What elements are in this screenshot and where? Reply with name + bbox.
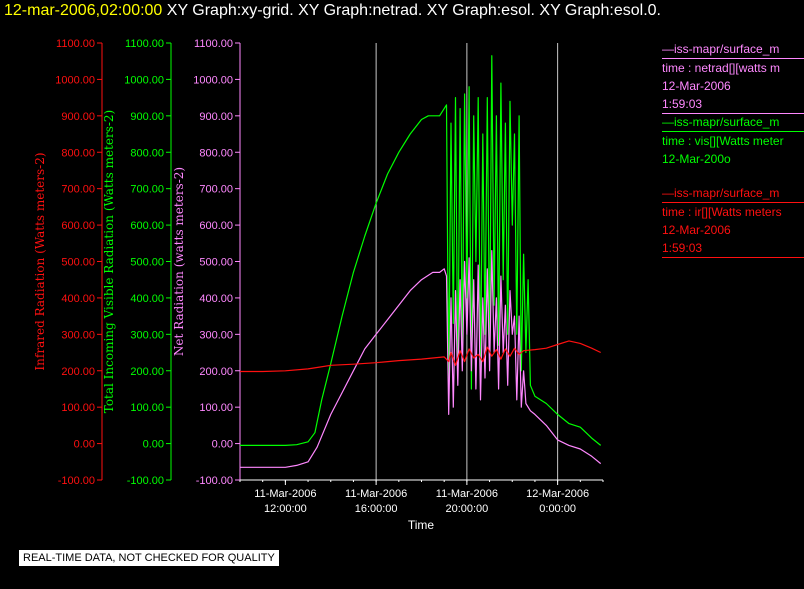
x-tick-time-label: 0:00:00 [539,503,576,515]
vis-y-tick-label: 1100.00 [125,38,164,50]
net-y-tick-label: 900.00 [199,111,233,123]
vis-y-tick-label: 0.00 [143,439,164,451]
ir-y-tick-label: 500.00 [61,257,95,269]
series-vis-line [240,55,602,446]
ir-y-tick-label: 700.00 [61,184,95,196]
ir-y-tick-label: 900.00 [61,111,95,123]
ir-y-tick-label: 400.00 [61,293,95,305]
vis-y-tick-label: 300.00 [130,329,164,341]
ir-y-tick-label: 200.00 [61,366,95,378]
legend-net-radiation: —iss-mapr/surface_m time : netrad[][watt… [662,40,804,114]
net-y-tick-label: 300.00 [199,329,233,341]
legend-vis-line1: —iss-mapr/surface_m [662,113,804,132]
x-tick-date-label: 11-Mar-2006 [345,488,407,500]
vis-y-tick-label: 400.00 [130,293,164,305]
net-y-tick-label: 600.00 [199,220,233,232]
legend-vis-line3: 12-Mar-200o [662,152,731,166]
net-y-tick-label: 1000.00 [193,74,233,86]
ir-y-tick-label: 100.00 [61,402,95,414]
x-tick-time-label: 20:00:00 [445,503,488,515]
ir-y-tick-label: 800.00 [61,147,95,159]
legend-net-line2: time : netrad[][watts m [662,61,781,75]
ir-y-tick-label: -100.00 [58,475,95,487]
vis-y-tick-label: -100.00 [127,475,164,487]
legend-ir-line1: —iss-mapr/surface_m [662,184,804,203]
header-graph-titles: XY Graph:xy-grid. XY Graph:netrad. XY Gr… [166,2,661,19]
vis-y-tick-label: 800.00 [130,147,164,159]
vis-axis-title: Total Incoming Visible Radiation (Watts … [102,110,116,414]
net-y-tick-label: 200.00 [199,366,233,378]
quality-disclaimer: REAL-TIME DATA, NOT CHECKED FOR QUALITY [19,550,279,566]
ir-y-tick-label: 0.00 [74,439,95,451]
ir-y-tick-label: 600.00 [61,220,95,232]
vis-y-tick-label: 900.00 [130,111,164,123]
vis-y-tick-label: 200.00 [130,366,164,378]
vis-y-tick-label: 100.00 [130,402,164,414]
legend-visible-radiation: —iss-mapr/surface_m time : vis[][Watts m… [662,113,804,168]
legend-infrared-radiation: —iss-mapr/surface_m time : ir[][Watts me… [662,184,804,258]
series-ir-line [240,340,601,373]
header: 12-mar-2006,02:00:00 XY Graph:xy-grid. X… [4,2,661,20]
vis-y-tick-label: 700.00 [130,184,164,196]
legend-net-line3: 12-Mar-2006 [662,79,731,93]
net-y-tick-label: 500.00 [199,257,233,269]
legend-ir-line4: 1:59:03 [662,239,804,258]
legend-ir-line2: time : ir[][Watts meters [662,205,782,219]
ir-axis-title: Infrared Radiation (Watts meters-2) [33,152,47,370]
x-tick-date-label: 11-Mar-2006 [436,488,498,500]
legend-vis-line2: time : vis[][Watts meter [662,134,784,148]
vis-y-tick-label: 600.00 [130,220,164,232]
ir-y-tick-label: 300.00 [61,329,95,341]
x-axis-title: Time [408,518,435,532]
legend-net-line4: 1:59:03 [662,95,804,114]
legend-ir-line3: 12-Mar-2006 [662,223,731,237]
x-tick-date-label: 12-Mar-2006 [526,488,589,500]
ir-y-tick-label: 1000.00 [55,74,95,86]
x-tick-time-label: 12:00:00 [264,503,307,515]
net-y-tick-label: 100.00 [199,402,233,414]
x-tick-date-label: 11-Mar-2006 [254,488,316,500]
net-y-tick-label: 400.00 [199,293,233,305]
ir-y-tick-label: 1100.00 [56,38,95,50]
net-y-tick-label: 800.00 [199,147,233,159]
series-net-line [240,250,602,468]
net-y-tick-label: 0.00 [212,439,233,451]
vis-y-tick-label: 1000.00 [124,74,164,86]
net-axis-title: Net Radiation (watts meters-2) [172,167,186,356]
x-tick-time-label: 16:00:00 [355,503,398,515]
header-timestamp: 12-mar-2006,02:00:00 [4,2,163,19]
vis-y-tick-label: 500.00 [130,257,164,269]
legend-net-line1: —iss-mapr/surface_m [662,40,804,59]
net-y-tick-label: 1100.00 [194,38,233,50]
net-y-tick-label: -100.00 [196,475,233,487]
net-y-tick-label: 700.00 [199,184,233,196]
